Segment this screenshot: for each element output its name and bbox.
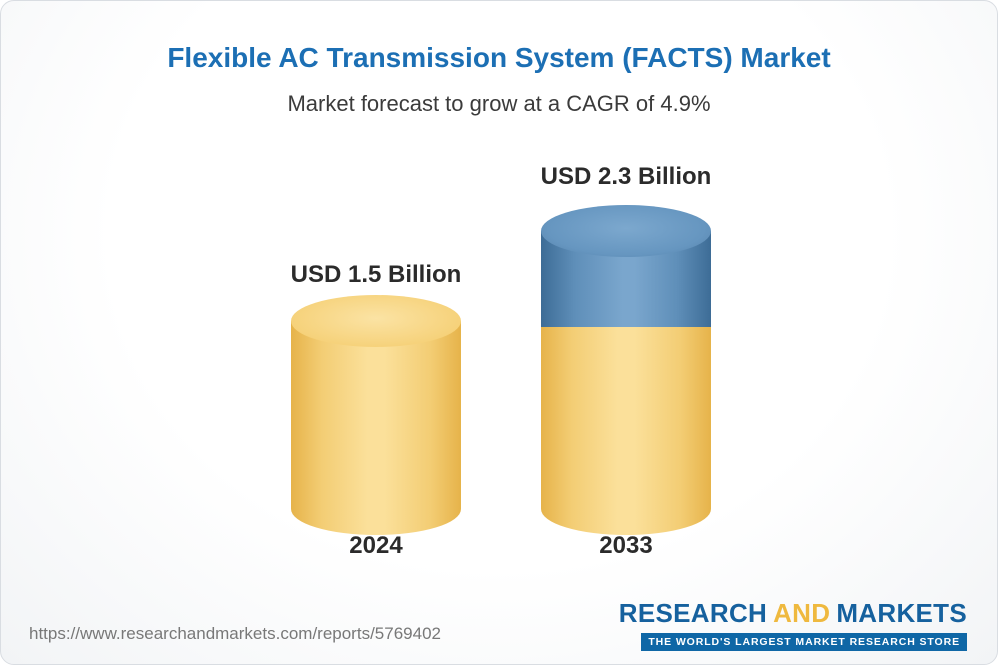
axis-label-2024: 2024 [349,532,403,559]
axis-label-2033: 2033 [599,532,653,559]
value-label-2033: USD 2.3 Billion [540,163,712,190]
report-url: https://www.researchandmarkets.com/repor… [29,624,441,643]
logo-word-and: AND [773,598,831,628]
page-title: Flexible AC Transmission System (FACTS) … [167,42,831,73]
page-subtitle: Market forecast to grow at a CAGR of 4.9… [287,91,711,116]
logo-word-research: RESEARCH [618,598,768,628]
bar-2024-top-ellipse [291,295,461,347]
bar-2024-cylinder [291,295,461,535]
logo-tagline: THE WORLD'S LARGEST MARKET RESEARCH STOR… [641,633,967,651]
logo-wordmark: RESEARCH AND MARKETS [619,598,967,629]
company-logo: RESEARCH AND MARKETS THE WORLD'S LARGEST M… [619,598,967,651]
logo-word-markets: MARKETS [836,598,967,628]
value-label-2024: USD 1.5 Billion [290,261,462,288]
bar-2033-base-segment [541,327,711,535]
bar-2033-top-ellipse [541,205,711,257]
bar-2033-cylinder [541,205,711,535]
bar-2024-body [291,321,461,535]
